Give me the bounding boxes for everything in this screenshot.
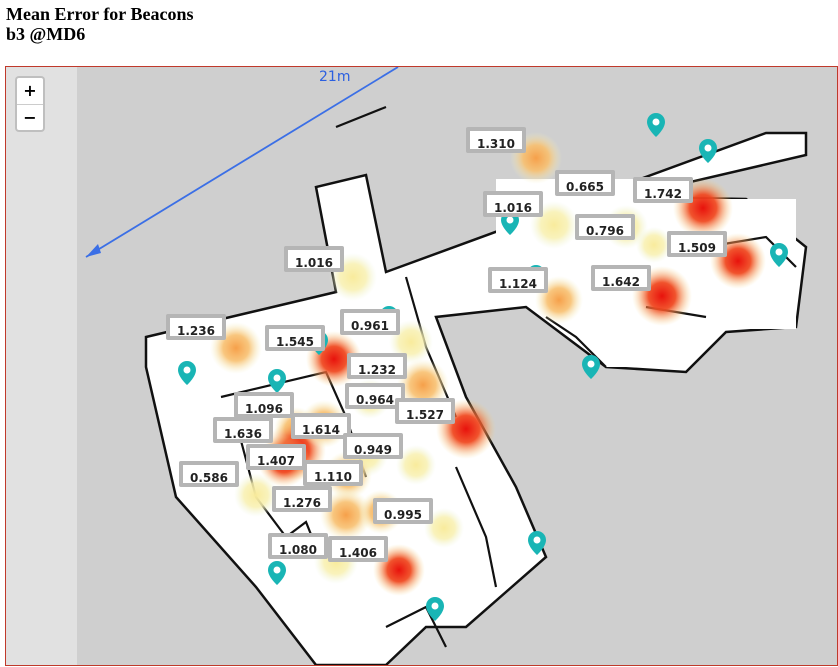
scale-label: 21m <box>319 69 351 85</box>
map-marker-icon <box>426 597 444 621</box>
error-label: 1.236 <box>166 314 226 340</box>
error-label: 1.080 <box>268 533 328 559</box>
error-label: 0.961 <box>340 309 400 335</box>
title-line-1: Mean Error for Beacons <box>6 4 194 24</box>
error-label: 1.742 <box>633 177 693 203</box>
error-label: 0.796 <box>575 214 635 240</box>
error-label: 1.310 <box>466 127 526 153</box>
error-label: 1.016 <box>483 191 543 217</box>
map-marker-icon <box>268 561 286 585</box>
title-line-2: b3 @MD6 <box>6 24 86 44</box>
map-marker-icon <box>178 361 196 385</box>
error-label: 1.110 <box>303 460 363 486</box>
map-marker-icon <box>582 355 600 379</box>
page-title: Mean Error for Beacons b3 @MD6 <box>6 4 193 44</box>
error-label: 0.949 <box>343 433 403 459</box>
scale-arrow-icon <box>86 244 101 257</box>
error-label: 1.527 <box>395 398 455 424</box>
error-label: 0.665 <box>555 170 615 196</box>
error-label: 0.995 <box>373 498 433 524</box>
error-label: 1.406 <box>328 536 388 562</box>
map-view[interactable]: 21m + − 1.310 0.665 1.742 1.016 0.796 1.… <box>5 66 838 666</box>
error-label: 1.407 <box>246 444 306 470</box>
map-marker-icon <box>268 369 286 393</box>
map-marker-icon <box>770 243 788 267</box>
map-marker-icon <box>528 531 546 555</box>
zoom-in-button[interactable]: + <box>23 81 37 100</box>
error-label: 0.586 <box>179 461 239 487</box>
error-label: 1.096 <box>234 392 294 418</box>
error-label: 1.276 <box>272 486 332 512</box>
map-marker-icon <box>501 211 519 235</box>
error-label: 1.614 <box>291 413 351 439</box>
error-label: 1.545 <box>265 325 325 351</box>
error-label: 1.124 <box>488 267 548 293</box>
error-label: 1.232 <box>347 353 407 379</box>
map-canvas[interactable] <box>6 67 837 665</box>
map-edge-strip <box>6 67 77 665</box>
zoom-control: + − <box>15 76 45 132</box>
error-label: 0.964 <box>345 383 405 409</box>
error-label: 1.642 <box>591 265 651 291</box>
scale-bar <box>85 67 399 258</box>
zoom-out-button[interactable]: − <box>17 104 43 130</box>
error-label: 1.016 <box>284 246 344 272</box>
error-label: 1.509 <box>667 231 727 257</box>
map-marker-icon <box>699 139 717 163</box>
map-marker-icon <box>647 113 665 137</box>
error-label: 1.636 <box>213 417 273 443</box>
